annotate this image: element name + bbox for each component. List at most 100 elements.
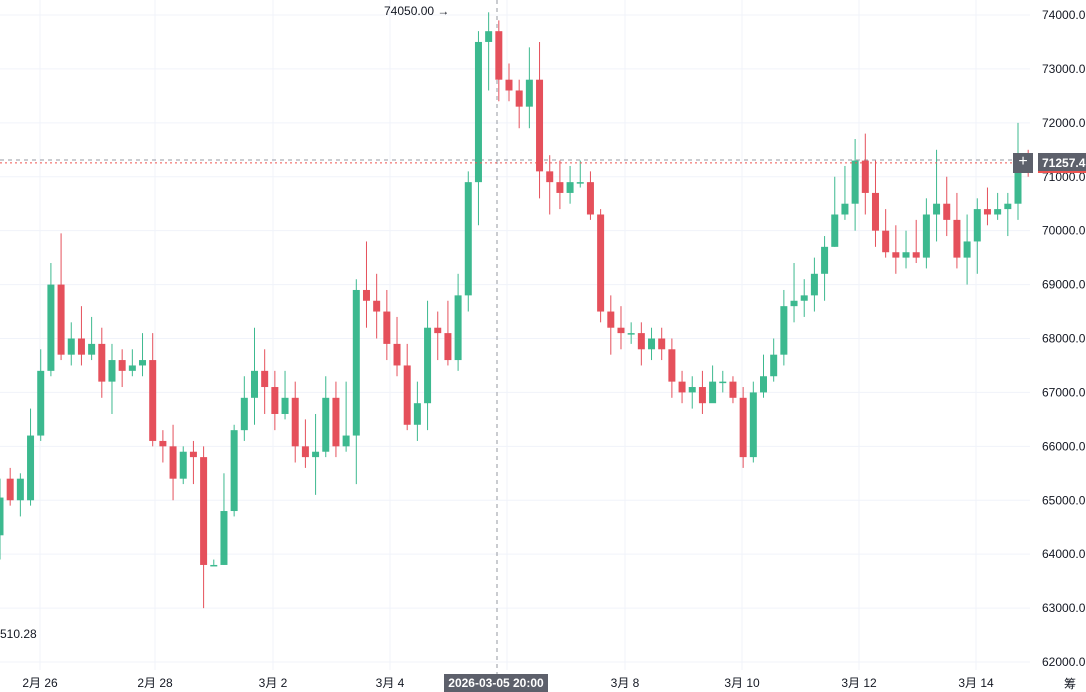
candle	[322, 376, 330, 458]
candle-body	[485, 31, 493, 42]
candle	[301, 419, 309, 468]
candle	[464, 171, 472, 312]
candle	[749, 381, 757, 463]
candle	[586, 171, 594, 220]
candle	[515, 79, 523, 129]
candle	[709, 365, 717, 404]
candle-body	[648, 338, 656, 350]
candle	[179, 446, 187, 485]
candle	[393, 316, 401, 377]
candle	[342, 381, 350, 452]
candle	[230, 424, 238, 517]
candle-body	[821, 246, 829, 274]
candle-body	[831, 214, 839, 247]
candle	[281, 370, 289, 420]
scale-mode-button[interactable]: 筹	[1064, 677, 1077, 691]
time-tick-label: 3月 10	[724, 676, 760, 690]
candle-body	[566, 182, 574, 193]
candle	[953, 192, 961, 269]
candle	[108, 343, 116, 414]
candle	[383, 289, 391, 361]
candle	[413, 381, 421, 441]
candle	[16, 473, 24, 517]
candle	[77, 306, 85, 366]
candle	[373, 273, 381, 339]
candle	[149, 333, 157, 447]
candle-body	[973, 209, 981, 242]
candle-body	[841, 203, 849, 215]
max-price-label: 74050.00 →	[384, 4, 450, 18]
candle	[454, 273, 462, 371]
candle-body	[607, 311, 615, 328]
candle	[139, 333, 147, 377]
candle-body	[851, 160, 859, 204]
candle-body	[189, 451, 197, 458]
candle	[821, 236, 829, 301]
candle-body	[1014, 160, 1022, 204]
candle	[902, 230, 910, 269]
candle	[98, 327, 106, 398]
candle	[729, 376, 737, 404]
candle-body	[220, 511, 228, 565]
candle-body	[709, 381, 717, 404]
candle	[352, 279, 360, 485]
candle	[994, 192, 1002, 220]
candle	[536, 41, 544, 199]
candle-body	[963, 241, 971, 258]
candle	[922, 198, 930, 269]
candle	[88, 316, 96, 361]
candle-body	[780, 306, 788, 355]
candle	[719, 370, 727, 393]
candle-body	[240, 397, 248, 431]
candle	[556, 160, 564, 210]
candle	[505, 63, 513, 102]
candle	[800, 279, 808, 317]
candle	[688, 376, 696, 409]
candle	[607, 295, 615, 355]
candle-body	[912, 252, 920, 258]
candle	[57, 233, 65, 361]
candle	[444, 300, 452, 366]
add-alert-plus-button[interactable]: +	[1013, 153, 1033, 173]
candle	[698, 370, 706, 414]
candle	[403, 343, 411, 431]
candle-body	[790, 300, 798, 307]
crosshair-time-label: 2026-03-05 20:00	[444, 674, 548, 692]
candle-body	[719, 381, 727, 384]
candle-body	[383, 311, 391, 344]
chart-grid	[0, 0, 1030, 670]
price-tick-label: 62000.0	[1042, 655, 1086, 669]
candle-body	[698, 387, 706, 404]
candle-body	[98, 343, 106, 382]
candle	[617, 306, 625, 350]
price-axis[interactable]: 74000.0 73000.0 72000.0 71000.0 70000.0 69000…	[1042, 8, 1086, 669]
candle	[882, 209, 890, 258]
candle	[485, 12, 493, 91]
candle	[760, 354, 767, 398]
candle	[27, 408, 35, 506]
candle	[861, 133, 869, 215]
candle-body	[464, 182, 472, 296]
time-axis[interactable]: 2月 26 2月 28 3月 2 3月 4 3月 8 3月 10 3月 12 3月 14	[22, 676, 994, 690]
candle-body	[57, 284, 65, 355]
candle-body	[637, 333, 645, 350]
candle-body	[922, 214, 930, 258]
candle	[851, 139, 859, 231]
candle	[658, 327, 666, 361]
candle	[576, 160, 584, 188]
candle-body	[902, 252, 910, 258]
candle	[912, 219, 920, 264]
candle-body	[261, 370, 269, 388]
candle-body	[627, 333, 635, 335]
candle	[332, 381, 340, 458]
candle-body	[251, 370, 258, 398]
candle	[963, 214, 971, 285]
candle-body	[108, 360, 116, 382]
candle	[362, 241, 370, 328]
candle-body	[139, 360, 147, 366]
candle-body	[128, 365, 136, 371]
candle-body	[749, 392, 757, 458]
candle	[0, 478, 4, 560]
candle-body	[586, 182, 594, 215]
